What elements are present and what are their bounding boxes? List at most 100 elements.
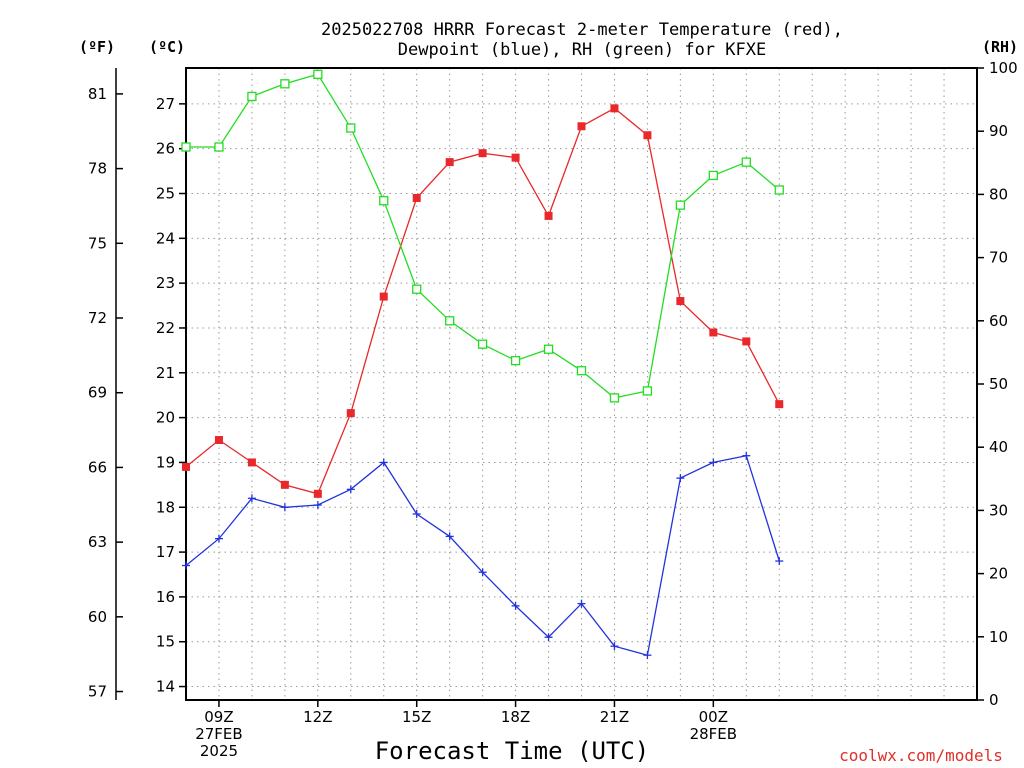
data-point-rh xyxy=(642,386,653,396)
data-point-rh xyxy=(412,284,422,294)
data-point-dewpoint xyxy=(511,601,520,610)
data-point-temperature xyxy=(214,436,223,445)
data-point-dewpoint xyxy=(577,599,586,608)
data-point-temperature xyxy=(280,480,289,489)
chart-title-line2: Dewpoint (blue), RH (green) for KFXE xyxy=(398,40,766,60)
data-point-dewpoint xyxy=(445,532,454,541)
fahrenheit-unit-label: (ºF) xyxy=(79,38,115,56)
x-tick-label: 18Z xyxy=(501,708,530,726)
fahrenheit-tick-label: 60 xyxy=(88,608,107,626)
data-point-dewpoint xyxy=(742,451,751,460)
data-point-dewpoint xyxy=(643,651,652,660)
celsius-tick-label: 27 xyxy=(156,95,175,113)
data-point-rh xyxy=(576,366,587,376)
rh-tick-label: 20 xyxy=(989,565,1008,583)
x-tick-label: 27FEB xyxy=(195,725,242,743)
celsius-tick-label: 16 xyxy=(156,588,175,606)
data-point-rh xyxy=(477,339,488,349)
data-point-dewpoint xyxy=(775,557,784,566)
celsius-tick-label: 14 xyxy=(156,678,175,696)
data-point-dewpoint xyxy=(412,509,421,518)
data-point-temperature xyxy=(775,400,784,409)
fahrenheit-tick-label: 66 xyxy=(88,458,107,476)
x-tick-label: 00Z xyxy=(699,708,728,726)
data-point-temperature xyxy=(346,409,355,418)
series-line-temperature xyxy=(185,107,780,495)
celsius-tick-label: 23 xyxy=(156,274,175,292)
x-tick-label: 2025 xyxy=(200,742,238,760)
data-point-dewpoint xyxy=(214,534,223,543)
rh-tick-label: 30 xyxy=(989,501,1008,519)
fahrenheit-tick-label: 75 xyxy=(88,234,107,252)
x-tick-label: 12Z xyxy=(303,708,332,726)
celsius-tick-label: 19 xyxy=(156,453,175,471)
celsius-tick-label: 20 xyxy=(156,409,175,427)
chart-title-line1: 2025022708 HRRR Forecast 2-meter Tempera… xyxy=(321,20,843,40)
celsius-tick-label: 21 xyxy=(156,364,175,382)
x-axis-label: Forecast Time (UTC) xyxy=(375,737,650,765)
data-point-dewpoint xyxy=(478,568,487,577)
data-point-dewpoint xyxy=(247,494,256,503)
data-point-temperature xyxy=(676,297,685,306)
data-point-rh xyxy=(543,344,554,354)
credit-text: coolwx.com/models xyxy=(839,746,1003,765)
fahrenheit-tick-label: 81 xyxy=(88,85,107,103)
data-point-temperature xyxy=(577,122,586,131)
x-tick-label: 21Z xyxy=(600,708,629,726)
data-series xyxy=(181,69,784,660)
data-point-rh xyxy=(346,123,356,133)
celsius-tick-label: 26 xyxy=(156,140,175,158)
data-point-rh xyxy=(675,200,686,210)
series-rh xyxy=(181,69,784,403)
data-point-dewpoint xyxy=(313,501,322,510)
fahrenheit-tick-label: 69 xyxy=(88,384,107,402)
celsius-tick-label: 22 xyxy=(156,319,175,337)
data-point-temperature xyxy=(511,153,520,162)
data-point-dewpoint xyxy=(709,458,718,467)
data-point-dewpoint xyxy=(676,474,685,483)
axes: 14 15 16 17 18 19 20 21 22 23 24 25 26 27 57 60 63 66 69 72… xyxy=(88,59,1018,760)
x-tick-label: 28FEB xyxy=(690,725,737,743)
data-point-temperature xyxy=(643,131,652,140)
fahrenheit-tick-label: 78 xyxy=(88,160,107,178)
data-point-dewpoint xyxy=(544,633,553,642)
data-point-temperature xyxy=(313,489,322,498)
celsius-tick-label: 17 xyxy=(156,543,175,561)
data-point-temperature xyxy=(445,158,454,167)
data-point-temperature xyxy=(742,337,751,346)
data-point-rh xyxy=(609,393,620,403)
data-point-rh xyxy=(247,91,257,102)
rh-tick-label: 80 xyxy=(989,185,1008,203)
data-point-rh xyxy=(510,355,521,366)
data-point-dewpoint xyxy=(346,485,355,494)
data-point-dewpoint xyxy=(379,458,388,467)
data-point-dewpoint xyxy=(182,561,190,570)
rh-tick-label: 10 xyxy=(989,628,1008,646)
data-point-temperature xyxy=(182,462,190,471)
rh-tick-label: 0 xyxy=(989,691,999,709)
rh-tick-label: 70 xyxy=(989,249,1008,267)
data-point-dewpoint xyxy=(610,642,619,651)
series-dewpoint xyxy=(182,451,784,660)
celsius-tick-label: 25 xyxy=(156,185,175,203)
data-point-rh xyxy=(708,170,718,181)
fahrenheit-tick-label: 57 xyxy=(88,683,107,701)
fahrenheit-tick-label: 72 xyxy=(88,309,107,327)
series-temperature xyxy=(182,104,784,498)
data-point-rh xyxy=(741,157,751,167)
data-point-temperature xyxy=(247,458,256,467)
celsius-tick-label: 15 xyxy=(156,633,175,651)
data-point-temperature xyxy=(709,328,718,337)
data-point-rh xyxy=(214,142,224,152)
series-line-dewpoint xyxy=(185,454,780,657)
data-point-rh xyxy=(313,69,323,79)
celsius-tick-label: 24 xyxy=(156,229,175,247)
celsius-unit-label: (ºC) xyxy=(149,38,185,56)
data-point-rh xyxy=(445,316,455,326)
rh-tick-label: 60 xyxy=(989,312,1008,330)
fahrenheit-tick-label: 63 xyxy=(88,533,107,551)
rh-tick-label: 40 xyxy=(989,438,1008,456)
x-tick-label: 09Z xyxy=(204,708,233,726)
data-point-rh xyxy=(280,79,290,89)
